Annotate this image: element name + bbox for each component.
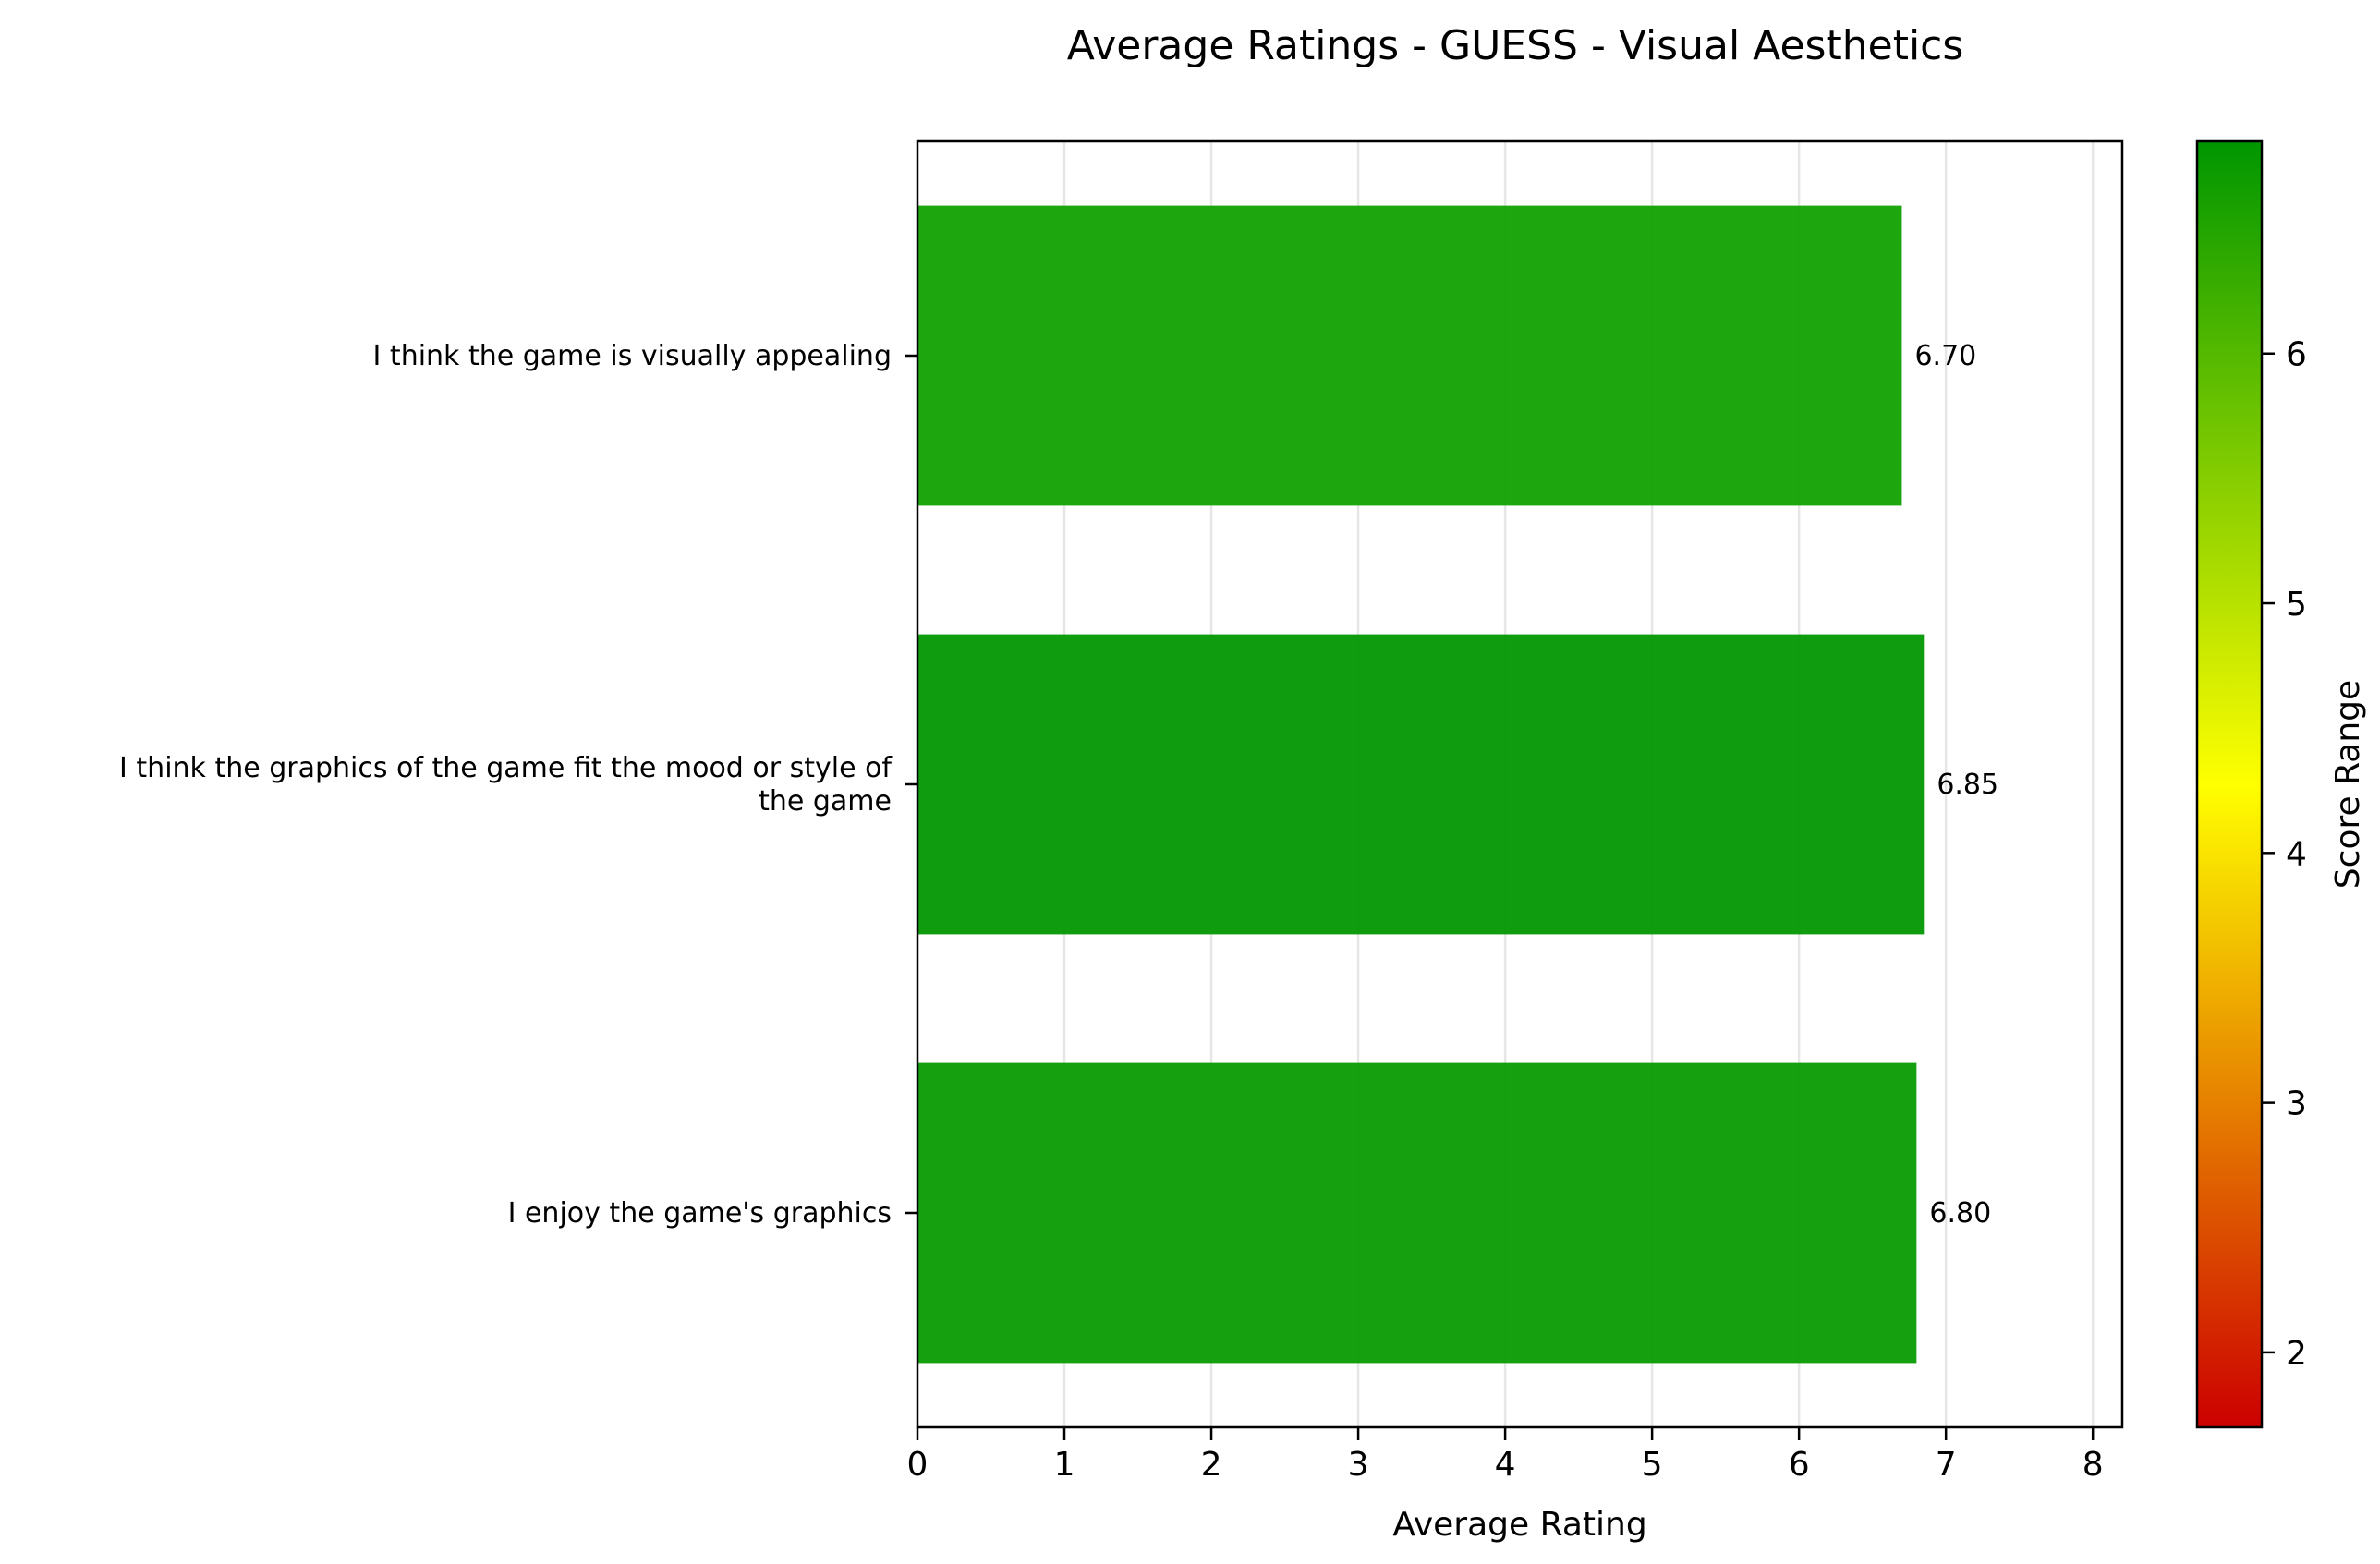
x-axis-label: Average Rating [1392, 1506, 1646, 1544]
y-tick-label: the game [759, 785, 892, 818]
bar [917, 634, 1925, 935]
colorbar-tick-label: 5 [2286, 586, 2307, 624]
x-tick-label: 2 [1201, 1446, 1222, 1484]
colorbar-tick-label: 6 [2286, 336, 2307, 374]
y-tick-label: I enjoy the game's graphics [508, 1197, 892, 1230]
bar [917, 205, 1902, 506]
x-tick-label: 8 [2082, 1446, 2104, 1484]
x-tick-label: 5 [1642, 1446, 1663, 1484]
chart-title: Average Ratings - GUESS - Visual Aesthet… [1067, 22, 1964, 69]
x-axis-ticks: 0 1 2 3 4 5 6 7 8 [907, 1427, 2104, 1484]
x-tick-label: 3 [1348, 1446, 1369, 1484]
value-label: 6.80 [1929, 1197, 1991, 1230]
x-tick-label: 4 [1495, 1446, 1516, 1484]
colorbar-ticks: 2 3 4 5 6 [2262, 336, 2307, 1373]
y-axis-ticks: I think the game is visually appealing I … [119, 340, 917, 1230]
colorbar-label: Score Range [2329, 680, 2367, 889]
x-tick-label: 0 [907, 1446, 929, 1484]
y-tick-label: I think the graphics of the game fit the… [119, 752, 892, 784]
y-tick-label: I think the game is visually appealing [373, 340, 892, 372]
colorbar: 2 3 4 5 6 Score Range [2195, 139, 2367, 1429]
bars [917, 205, 1925, 1364]
bar [917, 1062, 1917, 1364]
colorbar-gradient [2195, 139, 2264, 1429]
plot-area: 6.70 6.85 6.80 0 1 2 3 4 5 6 7 8 I think the game … [119, 139, 2124, 1484]
value-labels: 6.70 6.85 6.80 [1914, 340, 1998, 1230]
colorbar-tick-label: 3 [2286, 1085, 2307, 1123]
colorbar-tick-label: 4 [2286, 835, 2307, 873]
x-tick-label: 6 [1789, 1446, 1810, 1484]
value-label: 6.85 [1937, 769, 1998, 801]
x-tick-label: 7 [1936, 1446, 1957, 1484]
colorbar-tick-label: 2 [2286, 1335, 2307, 1373]
x-tick-label: 1 [1054, 1446, 1075, 1484]
value-label: 6.70 [1914, 340, 1976, 372]
